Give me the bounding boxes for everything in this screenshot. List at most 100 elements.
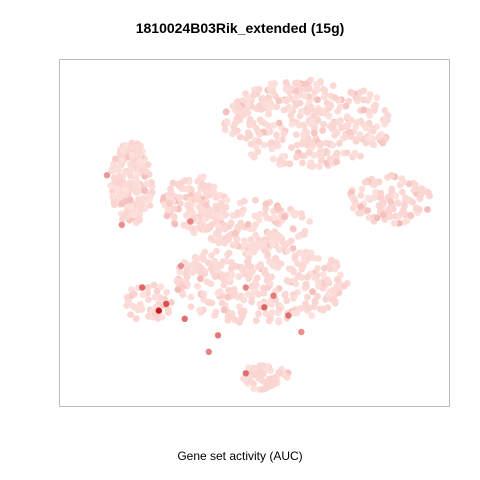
cell-point xyxy=(110,174,118,181)
cell-point xyxy=(268,139,275,147)
cell-point xyxy=(390,219,398,227)
cell-point xyxy=(389,205,397,213)
cell-point xyxy=(229,130,236,138)
cell-point xyxy=(268,301,276,308)
cell-point xyxy=(296,99,304,107)
cell-point xyxy=(273,257,280,265)
cell-point xyxy=(200,290,208,298)
cell-point xyxy=(405,180,413,188)
cell-point xyxy=(207,234,215,242)
cell-point xyxy=(361,178,369,186)
cell-point xyxy=(244,256,252,264)
cell-point xyxy=(366,134,374,142)
cell-point xyxy=(280,130,288,138)
cell-point xyxy=(262,271,270,278)
cell-point xyxy=(132,174,140,182)
cell-point xyxy=(316,141,324,149)
cell-point xyxy=(143,180,151,188)
high-activity-point xyxy=(118,221,126,228)
cell-point xyxy=(247,236,255,244)
cell-point xyxy=(132,186,140,194)
cell-point xyxy=(177,179,185,187)
cell-point xyxy=(261,101,269,108)
cell-point xyxy=(187,303,195,311)
cell-point xyxy=(233,127,241,134)
cell-point xyxy=(129,302,137,310)
cell-point xyxy=(249,119,257,127)
cell-point xyxy=(288,237,295,245)
cell-point xyxy=(407,211,415,219)
cell-point xyxy=(255,290,262,298)
cell-point xyxy=(138,306,145,313)
cell-point xyxy=(190,196,198,203)
cell-point xyxy=(222,257,230,265)
cell-point xyxy=(284,247,291,255)
cell-point xyxy=(310,112,318,120)
cell-point xyxy=(165,309,172,316)
high-activity-point xyxy=(139,284,146,291)
cell-point xyxy=(331,131,339,139)
high-activity-point xyxy=(187,218,194,225)
cell-point xyxy=(158,313,166,321)
cell-point xyxy=(255,216,263,224)
cell-point xyxy=(375,202,383,210)
cell-point xyxy=(329,141,336,149)
cell-point xyxy=(219,275,227,282)
cell-point xyxy=(281,292,289,299)
cell-point xyxy=(255,310,262,318)
cell-point xyxy=(286,94,293,102)
cell-point xyxy=(381,115,389,122)
cell-point xyxy=(131,290,138,298)
cell-point xyxy=(128,151,136,159)
cell-point xyxy=(281,213,288,221)
high-activity-point xyxy=(155,307,162,314)
cell-point xyxy=(225,236,233,244)
cell-point xyxy=(250,385,258,392)
cell-point xyxy=(332,259,340,266)
cell-point xyxy=(184,201,191,209)
cell-point xyxy=(214,289,222,297)
cell-point xyxy=(167,299,175,306)
cell-point xyxy=(306,85,313,92)
cell-point xyxy=(262,200,270,208)
cell-point xyxy=(252,281,260,289)
cell-point xyxy=(357,209,365,217)
cell-point xyxy=(246,132,254,140)
cell-point xyxy=(216,234,224,242)
cell-point xyxy=(259,95,267,102)
cell-point xyxy=(316,162,323,170)
cell-point xyxy=(163,288,171,296)
cell-point xyxy=(283,277,291,284)
cell-point xyxy=(291,277,299,285)
cell-point xyxy=(236,319,243,326)
cell-point xyxy=(289,309,297,317)
cell-point xyxy=(321,264,328,272)
cell-point xyxy=(239,266,247,274)
cell-point xyxy=(130,211,137,219)
cell-point xyxy=(169,179,177,187)
cell-point xyxy=(360,106,368,114)
cell-point xyxy=(220,306,228,314)
cell-point xyxy=(258,118,265,126)
cell-point xyxy=(204,225,212,233)
cell-point xyxy=(362,139,370,147)
cell-point xyxy=(357,88,364,96)
cell-point xyxy=(282,85,290,93)
cell-point xyxy=(265,110,272,118)
cell-point xyxy=(281,160,289,167)
cell-point xyxy=(182,279,190,286)
cell-point xyxy=(372,188,380,196)
cell-point xyxy=(309,288,316,296)
cell-point xyxy=(234,209,242,217)
cell-point xyxy=(126,196,134,204)
cell-point xyxy=(342,102,350,110)
cell-point xyxy=(275,205,283,213)
cell-point xyxy=(109,193,117,200)
cell-point xyxy=(273,103,281,111)
cell-point xyxy=(252,317,260,324)
cell-point xyxy=(379,139,387,147)
cell-point xyxy=(336,103,344,111)
cell-point xyxy=(288,144,295,151)
cell-point xyxy=(357,203,364,211)
cell-point xyxy=(200,256,207,263)
